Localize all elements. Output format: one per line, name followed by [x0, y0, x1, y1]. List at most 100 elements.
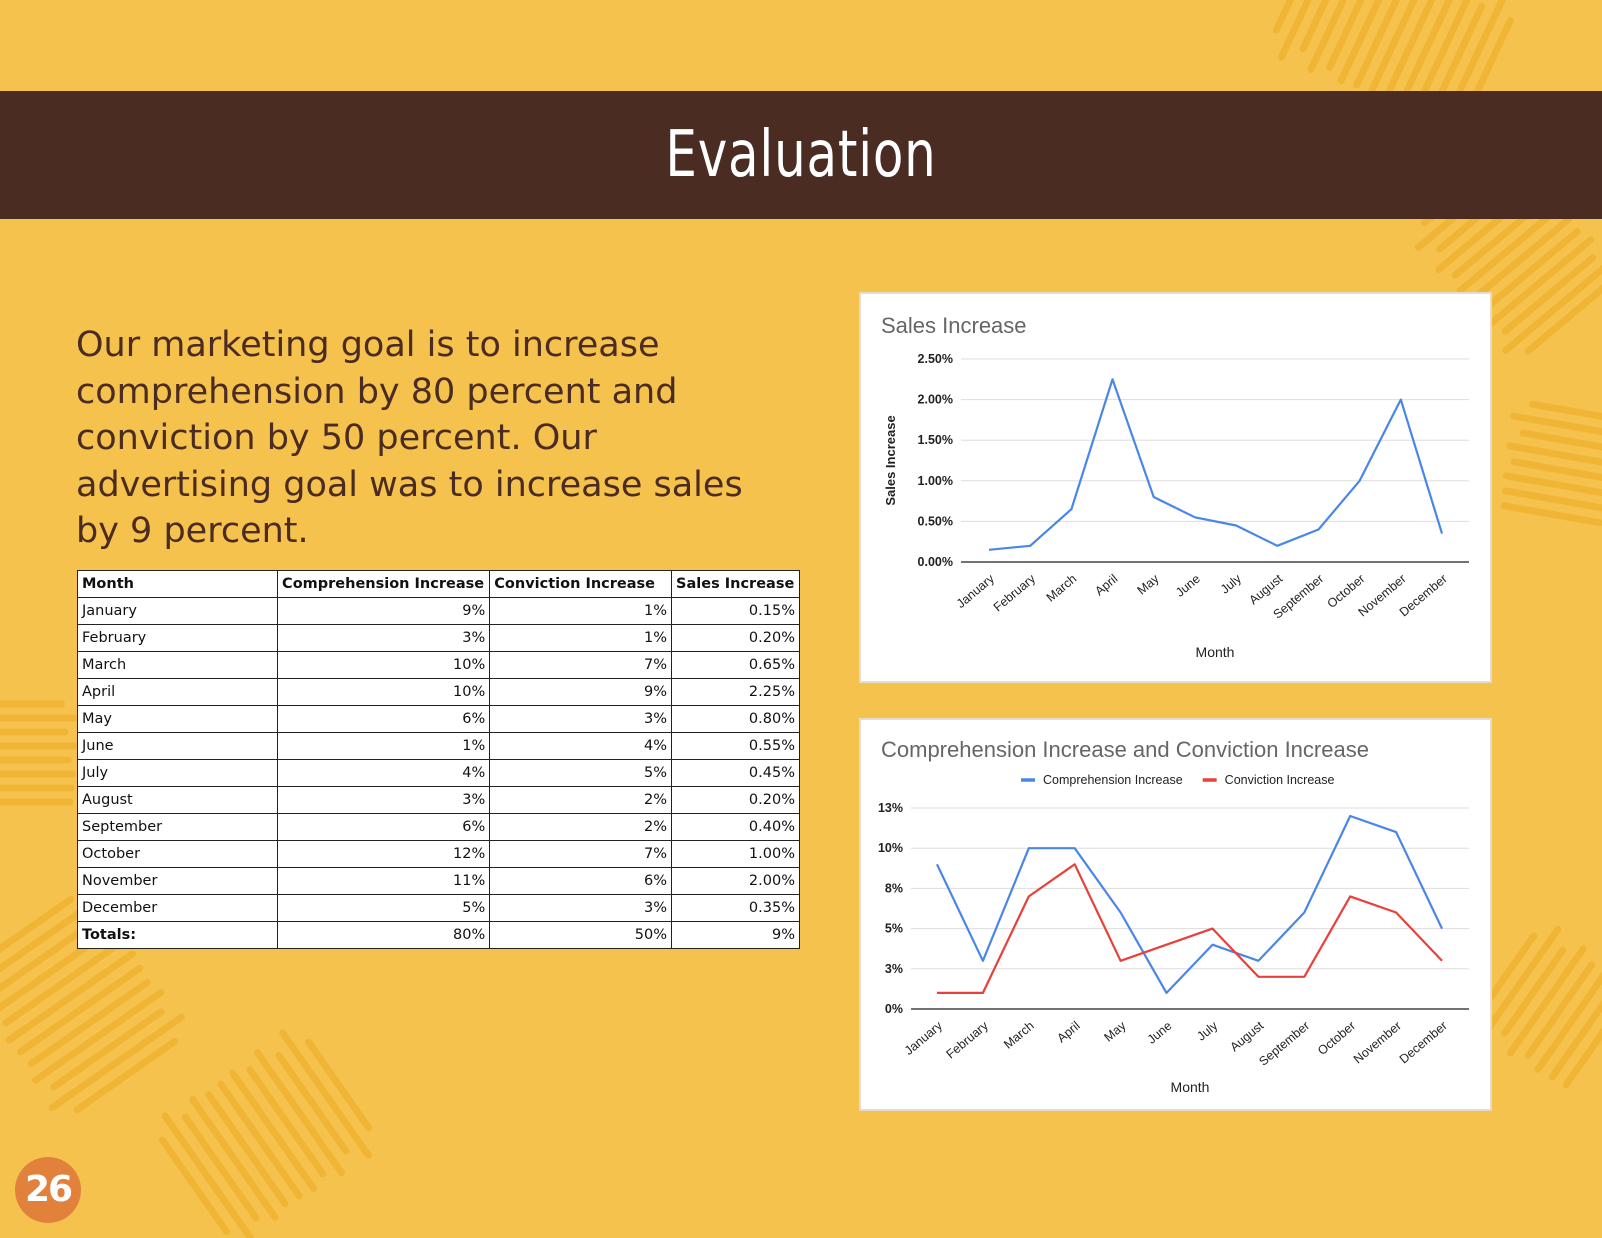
sales-cell: 9%	[671, 921, 800, 949]
texture-stroke	[229, 1069, 318, 1193]
texture-stroke	[16, 964, 144, 1056]
table-row: September 6% 2% 0.40%	[76, 813, 800, 841]
texture-stroke	[1503, 472, 1602, 497]
y-tick-label: 0.50%	[918, 514, 953, 528]
texture-stroke	[1519, 429, 1602, 451]
x-axis-label: Month	[1196, 644, 1235, 660]
results-table: Month Comprehension Increase Conviction …	[76, 570, 800, 949]
table-row: December 5% 3% 0.35%	[76, 894, 800, 922]
texture-stroke	[181, 1113, 260, 1222]
texture-stroke	[32, 988, 165, 1084]
y-tick-label: 10%	[878, 841, 903, 855]
texture-stroke	[1478, 228, 1581, 315]
month-cell: August	[76, 786, 279, 814]
y-tick-label: 3%	[885, 962, 903, 976]
texture-stroke	[1307, 0, 1348, 73]
texture-stroke	[1510, 458, 1602, 481]
texture-stroke	[1501, 946, 1567, 1037]
month-cell: May	[76, 705, 279, 733]
texture-stroke	[50, 1008, 165, 1091]
table-row: July 4% 5% 0.45%	[76, 759, 800, 787]
comprehension-conviction-chart: Comprehension Increase and Conviction In…	[859, 718, 1492, 1111]
conviction-cell: 9%	[489, 678, 673, 706]
texture-stroke	[5, 950, 136, 1044]
y-tick-label: 1.00%	[918, 474, 953, 488]
month-cell: Totals:	[76, 921, 279, 949]
texture-stroke	[1529, 400, 1602, 421]
comprehension-cell: 3%	[277, 786, 491, 814]
conviction-cell: 7%	[489, 651, 673, 679]
month-cell: March	[76, 651, 279, 679]
conviction-cell: 1%	[489, 624, 673, 652]
x-tick-label: March	[1001, 1019, 1037, 1052]
table-row: June 1% 4% 0.55%	[76, 732, 800, 760]
texture-stroke	[1353, 0, 1401, 89]
comprehension-cell: 10%	[277, 651, 491, 679]
x-tick-label: May	[1135, 571, 1163, 597]
month-cell: December	[76, 894, 279, 922]
y-tick-label: 8%	[885, 881, 903, 895]
table-body: January 9% 1% 0.15% February 3% 1% 0.20% March 10…	[76, 597, 800, 949]
texture-stroke	[1500, 502, 1602, 527]
sales-cell: 2.25%	[671, 678, 800, 706]
x-tick-label: May	[1101, 1018, 1129, 1044]
sales-cell: 0.15%	[671, 597, 800, 625]
table-row: November 11% 6% 2.00%	[76, 867, 800, 895]
texture-stroke	[1502, 487, 1602, 512]
table-row: May 6% 3% 0.80%	[76, 705, 800, 733]
comprehension-cell: 1%	[277, 732, 491, 760]
month-cell: September	[76, 813, 279, 841]
month-cell: June	[76, 732, 279, 760]
texture-stroke	[305, 1038, 373, 1132]
texture-stroke	[2, 941, 121, 1027]
texture-stroke	[1506, 442, 1602, 466]
conviction-cell: 3%	[489, 894, 673, 922]
conviction-cell: 50%	[489, 921, 673, 949]
x-tick-label: November	[1351, 1019, 1404, 1067]
texture-stroke	[1456, 202, 1565, 295]
comprehension-cell: 10%	[277, 678, 491, 706]
texture-stroke	[1562, 1027, 1602, 1089]
month-cell: February	[76, 624, 279, 652]
texture-stroke	[1380, 0, 1436, 106]
x-axis-label: Month	[1171, 1079, 1210, 1095]
header-sales: Sales Increase	[671, 570, 800, 598]
comprehension-cell: 6%	[277, 813, 491, 841]
x-tick-label: August	[1227, 1018, 1266, 1054]
texture-stroke	[1506, 945, 1587, 1057]
table-totals-row: Totals: 80% 50% 9%	[76, 921, 800, 949]
sales-chart-svg: Sales Increase 0.00% 0.50% 1.00% 1.50% 2.00% 2…	[881, 313, 1469, 660]
x-tick-label: December	[1397, 1019, 1450, 1067]
conviction-cell: 1%	[489, 597, 673, 625]
texture-stroke	[217, 1080, 303, 1200]
texture-stroke	[1479, 925, 1562, 1040]
table-row: October 12% 7% 1.00%	[76, 840, 800, 868]
table-row: January 9% 1% 0.15%	[76, 597, 800, 625]
texture-stroke	[1467, 215, 1573, 305]
conviction-cell: 7%	[489, 840, 673, 868]
comprehension-cell: 4%	[277, 759, 491, 787]
month-cell: November	[76, 867, 279, 895]
comprehension-cell: 80%	[277, 921, 491, 949]
sales-increase-chart: Sales Increase 0.00% 0.50% 1.00% 1.50% 2.00% 2…	[859, 292, 1492, 683]
x-tick-label: February	[944, 1018, 992, 1061]
y-axis-label: Sales Increase	[883, 415, 898, 505]
comprehension-cell: 3%	[277, 624, 491, 652]
texture-stroke	[1299, 0, 1330, 53]
intro-paragraph: Our marketing goal is to increase compre…	[76, 325, 743, 551]
texture-stroke	[253, 1048, 345, 1177]
comprehension-cell: 12%	[277, 840, 491, 868]
sales-cell: 0.45%	[671, 759, 800, 787]
conviction-cell: 6%	[489, 867, 673, 895]
y-tick-label: 2.50%	[918, 352, 953, 366]
header-conviction: Conviction Increase	[489, 570, 673, 598]
sales-cell: 0.65%	[671, 651, 800, 679]
texture-stroke	[279, 1029, 372, 1159]
texture-stroke	[1484, 236, 1595, 330]
sales-cell: 0.40%	[671, 813, 800, 841]
texture-stroke	[1368, 0, 1418, 94]
x-tick-label: January	[902, 1018, 946, 1058]
conviction-cell: 2%	[489, 786, 673, 814]
table-row: February 3% 1% 0.20%	[76, 624, 800, 652]
sales-cell: 0.35%	[671, 894, 800, 922]
